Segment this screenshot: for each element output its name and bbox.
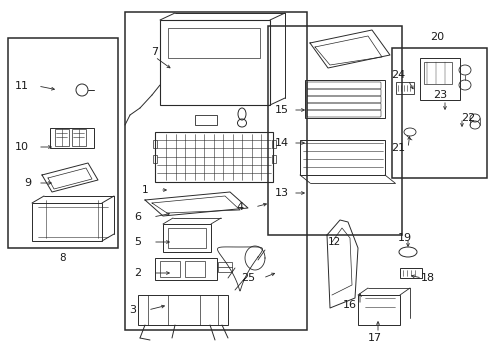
Text: 19: 19 <box>398 233 412 243</box>
Text: 9: 9 <box>24 178 31 188</box>
Bar <box>160 20 270 105</box>
Text: 13: 13 <box>275 188 289 198</box>
Bar <box>195 115 217 125</box>
Bar <box>268 26 402 235</box>
Bar <box>153 140 157 148</box>
Bar <box>168 228 206 248</box>
Bar <box>50 128 94 148</box>
Text: 18: 18 <box>421 273 435 283</box>
Text: 23: 23 <box>433 90 447 100</box>
Text: 8: 8 <box>60 253 66 263</box>
Text: 12: 12 <box>327 237 341 247</box>
Text: 6: 6 <box>134 212 142 222</box>
Bar <box>400 268 422 278</box>
Text: 15: 15 <box>275 105 289 115</box>
Bar <box>396 82 414 94</box>
Text: 17: 17 <box>368 333 382 343</box>
Bar <box>420 58 460 100</box>
Bar <box>160 261 180 277</box>
Bar <box>155 132 273 182</box>
Bar <box>125 12 307 330</box>
Bar <box>163 224 211 252</box>
Bar <box>300 140 385 175</box>
Bar <box>218 262 232 272</box>
Text: 4: 4 <box>237 202 244 212</box>
Bar <box>424 62 452 84</box>
Bar <box>392 48 487 178</box>
Bar <box>185 261 205 277</box>
Text: 2: 2 <box>134 268 142 278</box>
Text: 24: 24 <box>391 70 405 80</box>
Text: 14: 14 <box>275 138 289 148</box>
Bar <box>8 38 118 248</box>
Text: 22: 22 <box>461 113 475 123</box>
Bar <box>153 155 157 163</box>
Bar <box>138 295 228 325</box>
Text: 5: 5 <box>134 237 142 247</box>
Bar <box>72 129 86 146</box>
Bar <box>272 155 276 163</box>
Text: 7: 7 <box>151 47 159 57</box>
Bar <box>32 203 102 241</box>
Text: 20: 20 <box>430 32 444 42</box>
Text: 10: 10 <box>15 142 29 152</box>
Bar <box>155 258 217 280</box>
Bar <box>168 28 260 58</box>
Bar <box>55 129 69 146</box>
Text: 25: 25 <box>241 273 255 283</box>
Text: 11: 11 <box>15 81 29 91</box>
Bar <box>305 80 385 118</box>
Text: 1: 1 <box>142 185 148 195</box>
Text: 21: 21 <box>391 143 405 153</box>
Bar <box>272 140 276 148</box>
Bar <box>358 295 400 325</box>
Text: 16: 16 <box>343 300 357 310</box>
Text: 3: 3 <box>129 305 137 315</box>
